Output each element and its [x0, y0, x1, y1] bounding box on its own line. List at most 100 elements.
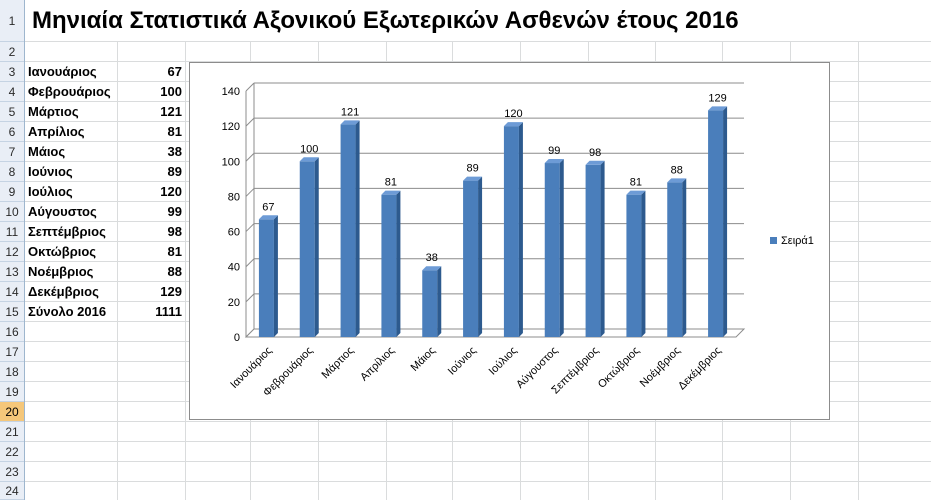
row-number-14[interactable]: 14	[0, 282, 24, 302]
month-value-cell[interactable]: 99	[167, 204, 182, 219]
month-value-cell[interactable]: 81	[167, 124, 182, 139]
row-number-1[interactable]: 1	[0, 0, 24, 42]
row-number-10[interactable]: 10	[0, 202, 24, 222]
y-tick-label: 80	[228, 191, 240, 203]
month-name-cell[interactable]: Νοέμβριος	[28, 264, 94, 279]
bar-side	[437, 266, 442, 337]
bar-chart[interactable]: 0 20 40 60 80 100 120 140 67 Ιανουάριος 100 Φεβρουά…	[189, 62, 830, 420]
grid-row-line	[25, 421, 931, 422]
bar-data-label: 88	[671, 164, 683, 176]
gridline-diagonal	[245, 293, 255, 303]
row-number-4[interactable]: 4	[0, 82, 24, 102]
month-name-cell[interactable]: Σεπτέμβριος	[28, 224, 106, 239]
month-value-cell[interactable]: 38	[167, 144, 182, 159]
row-number-20[interactable]: 20	[0, 402, 24, 422]
grid-row-line	[25, 481, 931, 482]
row-number-17[interactable]: 17	[0, 342, 24, 362]
y-tick-label: 120	[222, 121, 240, 133]
bar-side	[723, 106, 728, 337]
month-name-cell[interactable]: Μάιος	[28, 144, 66, 159]
bar	[503, 126, 519, 337]
gridline-diagonal	[245, 258, 255, 268]
row-number-2[interactable]: 2	[0, 42, 24, 62]
gridline-diagonal	[245, 152, 255, 162]
bar-top	[340, 120, 360, 125]
month-value-cell[interactable]: 120	[160, 184, 182, 199]
row-header-column: 1 2 3 4 5 6 7 8 9 10 11 12 13 14 15 16 17 18 19 20 21 22 23 24	[0, 0, 25, 500]
month-name-cell[interactable]: Ιούλιος	[28, 184, 73, 199]
gridline-diagonal	[245, 223, 255, 232]
y-tick-label: 40	[228, 262, 240, 274]
bar-side	[314, 157, 319, 337]
row-number-15[interactable]: 15	[0, 302, 24, 322]
bar	[544, 163, 560, 337]
x-tick-label: Απρίλιος	[358, 345, 397, 384]
month-value-cell[interactable]: 81	[167, 244, 182, 259]
x-tick-label: Δεκέμβριος	[676, 345, 724, 393]
row-number-18[interactable]: 18	[0, 362, 24, 382]
month-value-cell[interactable]: 100	[160, 84, 182, 99]
row-number-8[interactable]: 8	[0, 162, 24, 182]
month-name-cell[interactable]: Φεβρουάριος	[28, 84, 111, 99]
bar	[463, 180, 479, 337]
y-tick-label: 0	[234, 332, 240, 344]
row-number-9[interactable]: 9	[0, 182, 24, 202]
month-name-cell[interactable]: Ιανουάριος	[28, 64, 97, 79]
month-name-cell[interactable]: Οκτώβριος	[28, 244, 97, 259]
bar	[381, 194, 397, 337]
row-number-11[interactable]: 11	[0, 222, 24, 242]
grid-row-line	[25, 41, 931, 42]
bar-side	[478, 176, 483, 337]
month-name-cell[interactable]: Ιούνιος	[28, 164, 73, 179]
bar-top	[503, 122, 523, 127]
month-value-cell[interactable]: 121	[160, 104, 182, 119]
bar-data-label: 121	[341, 106, 359, 118]
month-value-cell[interactable]: 1111	[155, 304, 182, 319]
month-value-cell[interactable]: 89	[167, 164, 182, 179]
row-number-21[interactable]: 21	[0, 422, 24, 442]
bar-side	[355, 120, 360, 337]
bar-top	[299, 157, 319, 162]
month-value-cell[interactable]: 98	[167, 224, 182, 239]
bar-side	[518, 122, 523, 337]
x-tick-label: Μάρτιος	[320, 345, 357, 382]
bar-top	[463, 176, 483, 181]
bar	[258, 219, 274, 337]
gridline-diagonal	[245, 82, 255, 92]
bar-data-label: 89	[466, 163, 478, 175]
month-name-cell[interactable]: Μάρτιος	[28, 104, 79, 119]
bar-top	[626, 190, 646, 195]
month-value-cell[interactable]: 88	[167, 264, 182, 279]
grid-column-line	[117, 42, 118, 500]
month-name-cell[interactable]: Σύνολο 2016	[28, 304, 107, 319]
bar-data-label: 98	[589, 147, 601, 159]
row-number-7[interactable]: 7	[0, 142, 24, 162]
row-number-12[interactable]: 12	[0, 242, 24, 262]
bar-top	[381, 190, 401, 195]
gridline-diagonal	[245, 117, 255, 127]
month-name-cell[interactable]: Αύγουστος	[28, 204, 97, 219]
row-number-5[interactable]: 5	[0, 102, 24, 122]
month-value-cell[interactable]: 67	[167, 64, 182, 79]
sheet-title[interactable]: Μηνιαία Στατιστικά Αξονικού Εξωτερικών Α…	[32, 7, 739, 34]
bar-top	[422, 266, 442, 271]
row-number-3[interactable]: 3	[0, 62, 24, 82]
row-number-24[interactable]: 24	[0, 482, 24, 500]
row-number-6[interactable]: 6	[0, 122, 24, 142]
row-number-16[interactable]: 16	[0, 322, 24, 342]
x-tick-label: Μάιος	[409, 345, 438, 374]
row-number-23[interactable]: 23	[0, 462, 24, 482]
y-tick-label: 60	[228, 227, 240, 239]
month-name-cell[interactable]: Δεκέμβριος	[28, 284, 99, 299]
y-tick-label: 140	[222, 86, 240, 98]
row-number-22[interactable]: 22	[0, 442, 24, 462]
x-tick-label: Οκτώβριος	[596, 345, 642, 391]
month-name-cell[interactable]: Απρίλιος	[28, 124, 85, 139]
row-number-13[interactable]: 13	[0, 262, 24, 282]
row-number-19[interactable]: 19	[0, 382, 24, 402]
legend-label: Σειρά1	[781, 235, 814, 247]
bar-side	[273, 215, 278, 337]
x-tick-label: Ιούνιος	[446, 345, 479, 378]
month-value-cell[interactable]: 129	[160, 284, 182, 299]
grid-row-line	[25, 461, 931, 462]
